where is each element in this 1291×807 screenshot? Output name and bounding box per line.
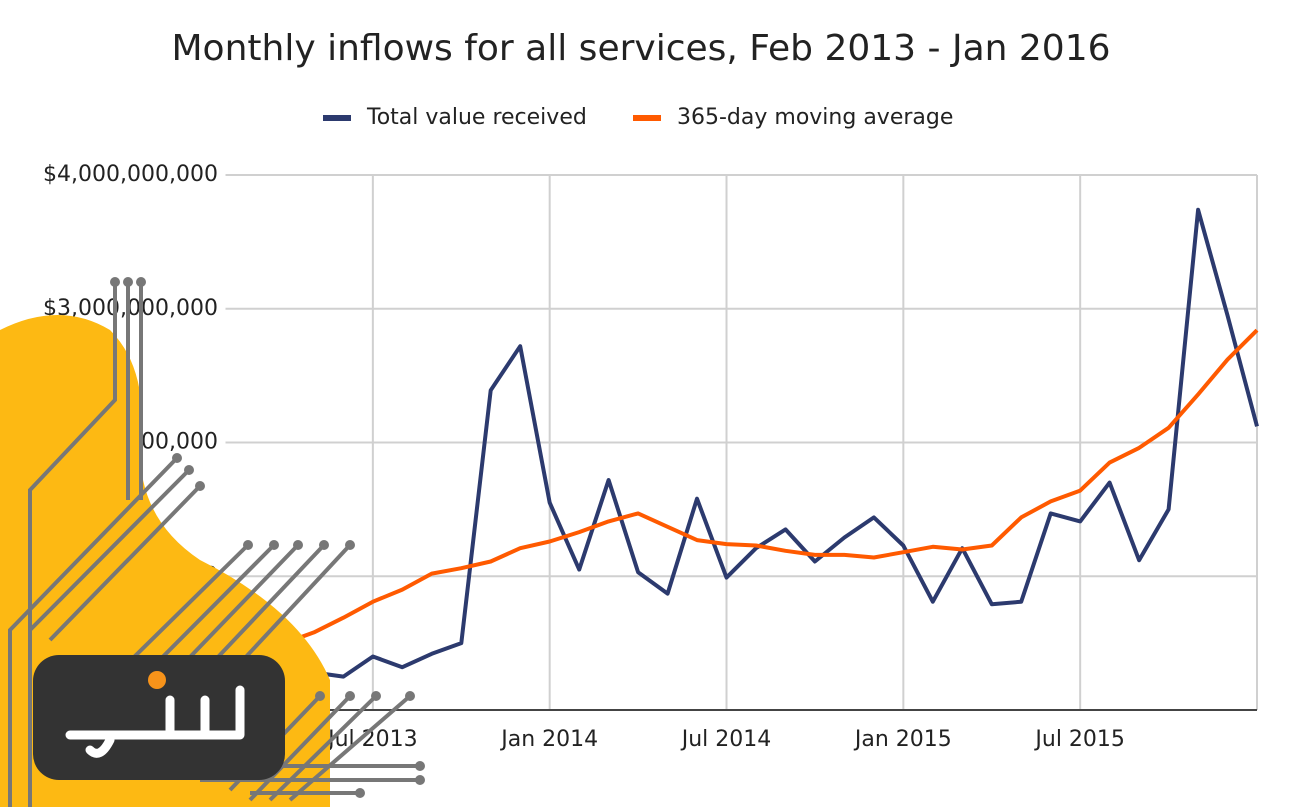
watermark — [0, 277, 425, 807]
x-tick-label: Jul 2014 — [680, 727, 772, 752]
x-tick-label: Jan 2014 — [499, 727, 598, 752]
watermark-glyph — [65, 685, 245, 758]
legend-label: 365-day moving average — [677, 105, 953, 130]
legend-swatch — [323, 115, 351, 121]
legend-swatch — [633, 115, 661, 121]
watermark-dots — [110, 277, 425, 798]
watermark-coin — [148, 671, 166, 689]
legend-label: Total value received — [366, 105, 587, 130]
series-line — [224, 207, 1259, 679]
x-tick-label: Jul 2015 — [1033, 727, 1125, 752]
chart-title: Monthly inflows for all services, Feb 20… — [171, 28, 1110, 69]
y-tick-label: $4,000,000,000 — [43, 162, 218, 187]
x-tick-label: Jan 2015 — [853, 727, 952, 752]
series-line — [225, 328, 1259, 659]
